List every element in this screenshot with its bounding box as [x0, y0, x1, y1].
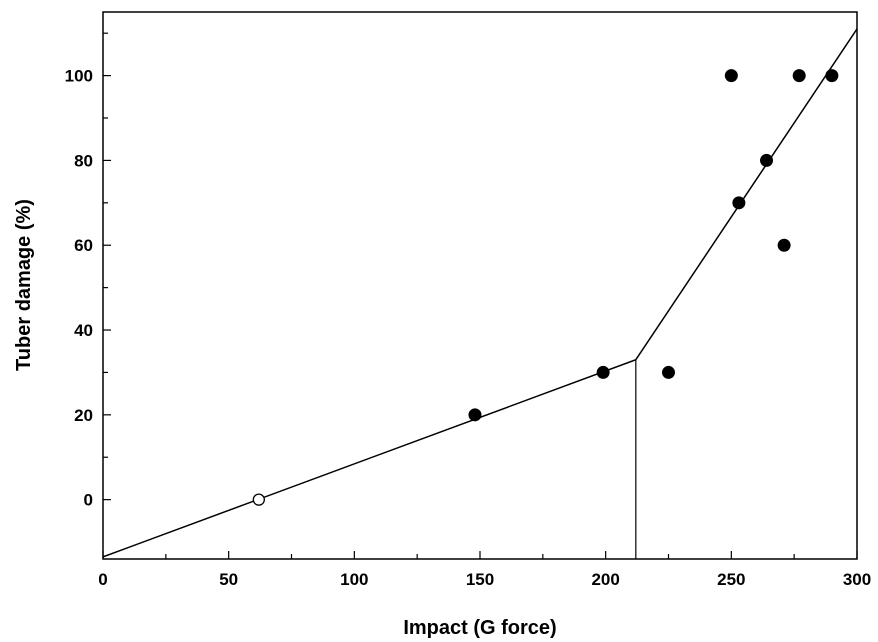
- y-tick-label: 80: [74, 151, 93, 170]
- x-tick-label: 50: [219, 570, 238, 589]
- x-tick-label: 200: [591, 570, 619, 589]
- data-points: [252, 69, 839, 506]
- y-tick-label: 60: [74, 236, 93, 255]
- x-tick-label: 0: [98, 570, 107, 589]
- data-point: [825, 69, 839, 83]
- data-point: [760, 153, 774, 167]
- y-axis-ticks: 0 20 40 60 80 100: [65, 32, 111, 510]
- fit-line-segment: [102, 359, 637, 558]
- y-tick-label: 100: [65, 67, 93, 86]
- open-data-point: [252, 493, 265, 506]
- data-point: [468, 408, 482, 422]
- x-axis-ticks: 0 50 100 150 200 250 300: [98, 551, 871, 589]
- fit-line-segment: [635, 28, 858, 361]
- x-tick-label: 100: [340, 570, 368, 589]
- x-tick-label: 250: [717, 570, 745, 589]
- data-point: [596, 365, 610, 379]
- data-point: [724, 69, 738, 83]
- fit-lines: [102, 28, 858, 559]
- x-tick-label: 300: [843, 570, 871, 589]
- x-axis-title: Impact (G force): [403, 617, 556, 639]
- data-point: [777, 238, 791, 252]
- y-tick-label: 0: [84, 491, 93, 510]
- y-tick-label: 40: [74, 321, 93, 340]
- y-axis-title: Tuber damage (%): [13, 199, 35, 371]
- data-point: [792, 69, 806, 83]
- data-point: [662, 365, 675, 379]
- x-tick-label: 150: [466, 570, 494, 589]
- plot-frame: [102, 11, 858, 560]
- y-tick-label: 20: [74, 406, 93, 425]
- data-point: [732, 196, 746, 210]
